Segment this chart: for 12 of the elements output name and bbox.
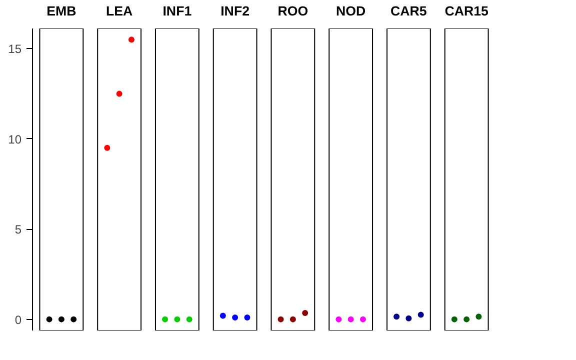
y-tick-label: 10 [8, 132, 22, 146]
x-tick-label: LEA [106, 4, 134, 18]
x-tick-label: EMB [46, 4, 77, 18]
x-tick-label: CAR15 [444, 4, 489, 18]
y-tick-label: 5 [14, 222, 22, 237]
x-tick-label: CAR5 [390, 4, 428, 18]
y-tick-label: 15 [8, 42, 22, 56]
x-tick-label: NOD [336, 4, 366, 18]
y-tick-label: 0 [14, 312, 22, 327]
x-tick-label: ROO [278, 4, 308, 18]
x-tick-label: INF2 [220, 4, 250, 18]
x-tick-label: INF1 [162, 4, 192, 18]
